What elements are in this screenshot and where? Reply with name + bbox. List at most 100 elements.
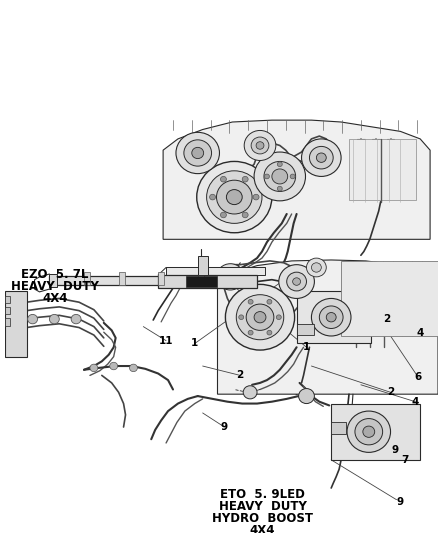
Circle shape (216, 180, 252, 214)
Circle shape (197, 161, 272, 233)
Bar (84, 272, 90, 285)
Text: 4: 4 (412, 397, 419, 407)
Bar (349, 139, 416, 200)
Polygon shape (218, 260, 438, 394)
Circle shape (254, 152, 305, 201)
Circle shape (49, 314, 59, 324)
Circle shape (242, 176, 248, 182)
Bar (49, 276, 232, 285)
Circle shape (307, 258, 326, 277)
Text: 4X4: 4X4 (42, 292, 67, 305)
Circle shape (251, 137, 269, 154)
Circle shape (277, 187, 282, 191)
Circle shape (71, 314, 81, 324)
Bar (186, 276, 218, 287)
Text: 1: 1 (303, 342, 310, 352)
Bar (158, 272, 164, 285)
Circle shape (130, 364, 138, 372)
Bar (5, 296, 10, 303)
Bar (297, 291, 371, 343)
Circle shape (236, 295, 284, 340)
Circle shape (256, 142, 264, 149)
Text: 2: 2 (383, 314, 390, 324)
Circle shape (347, 411, 391, 453)
Circle shape (277, 162, 282, 167)
Bar (341, 261, 438, 336)
Text: 2: 2 (237, 370, 244, 381)
Circle shape (310, 147, 333, 169)
Circle shape (290, 174, 295, 179)
Circle shape (299, 389, 314, 403)
Circle shape (264, 161, 296, 191)
Text: 6: 6 (415, 372, 422, 382)
Circle shape (220, 176, 226, 182)
Text: 1: 1 (191, 338, 198, 349)
Bar (49, 274, 57, 287)
Circle shape (272, 169, 288, 184)
Bar (119, 272, 124, 285)
Circle shape (301, 139, 341, 176)
Circle shape (226, 285, 295, 350)
Circle shape (90, 364, 98, 372)
Bar (5, 307, 10, 314)
Circle shape (192, 147, 204, 159)
Circle shape (311, 298, 351, 336)
Text: HEAVY  DUTY: HEAVY DUTY (11, 280, 99, 293)
Circle shape (110, 362, 118, 370)
Circle shape (210, 194, 215, 200)
Bar (166, 268, 265, 275)
Circle shape (248, 330, 253, 335)
Circle shape (326, 312, 336, 322)
Text: 9: 9 (221, 422, 228, 432)
Circle shape (244, 131, 276, 160)
Circle shape (216, 264, 244, 290)
Polygon shape (163, 120, 430, 239)
Bar (198, 256, 208, 275)
Circle shape (184, 140, 212, 166)
Circle shape (176, 132, 219, 174)
Circle shape (242, 212, 248, 218)
Circle shape (248, 300, 253, 304)
Text: HEAVY  DUTY: HEAVY DUTY (219, 500, 307, 513)
Text: EZO  5. 7L: EZO 5. 7L (21, 268, 88, 280)
Text: 4X4: 4X4 (250, 524, 276, 533)
Circle shape (363, 426, 375, 438)
Bar (331, 403, 420, 460)
Circle shape (276, 315, 281, 320)
Bar (331, 422, 346, 433)
Circle shape (355, 418, 383, 445)
Circle shape (267, 330, 272, 335)
Text: 4: 4 (417, 328, 424, 338)
Bar (297, 324, 314, 335)
Bar (5, 291, 27, 357)
Text: 11: 11 (159, 336, 173, 346)
Circle shape (316, 153, 326, 163)
Circle shape (223, 269, 238, 285)
Circle shape (28, 314, 38, 324)
Circle shape (287, 272, 307, 291)
Circle shape (239, 315, 244, 320)
Text: HYDRO  BOOST: HYDRO BOOST (212, 512, 313, 525)
Text: ETO  5. 9LED: ETO 5. 9LED (220, 488, 305, 500)
Circle shape (267, 300, 272, 304)
Bar (158, 275, 257, 288)
Circle shape (265, 174, 269, 179)
Circle shape (254, 312, 266, 323)
Circle shape (226, 190, 242, 205)
Circle shape (220, 212, 226, 218)
Circle shape (207, 171, 262, 223)
Circle shape (319, 306, 343, 328)
Circle shape (227, 274, 233, 280)
Bar (5, 318, 10, 326)
Circle shape (279, 265, 314, 298)
Circle shape (253, 194, 259, 200)
Bar (198, 272, 204, 285)
Text: 9: 9 (392, 446, 399, 456)
Text: 2: 2 (387, 387, 394, 397)
Text: 7: 7 (402, 455, 409, 465)
Circle shape (311, 263, 321, 272)
Circle shape (243, 386, 257, 399)
Circle shape (246, 304, 274, 330)
Circle shape (293, 278, 300, 285)
Text: 9: 9 (397, 497, 404, 507)
